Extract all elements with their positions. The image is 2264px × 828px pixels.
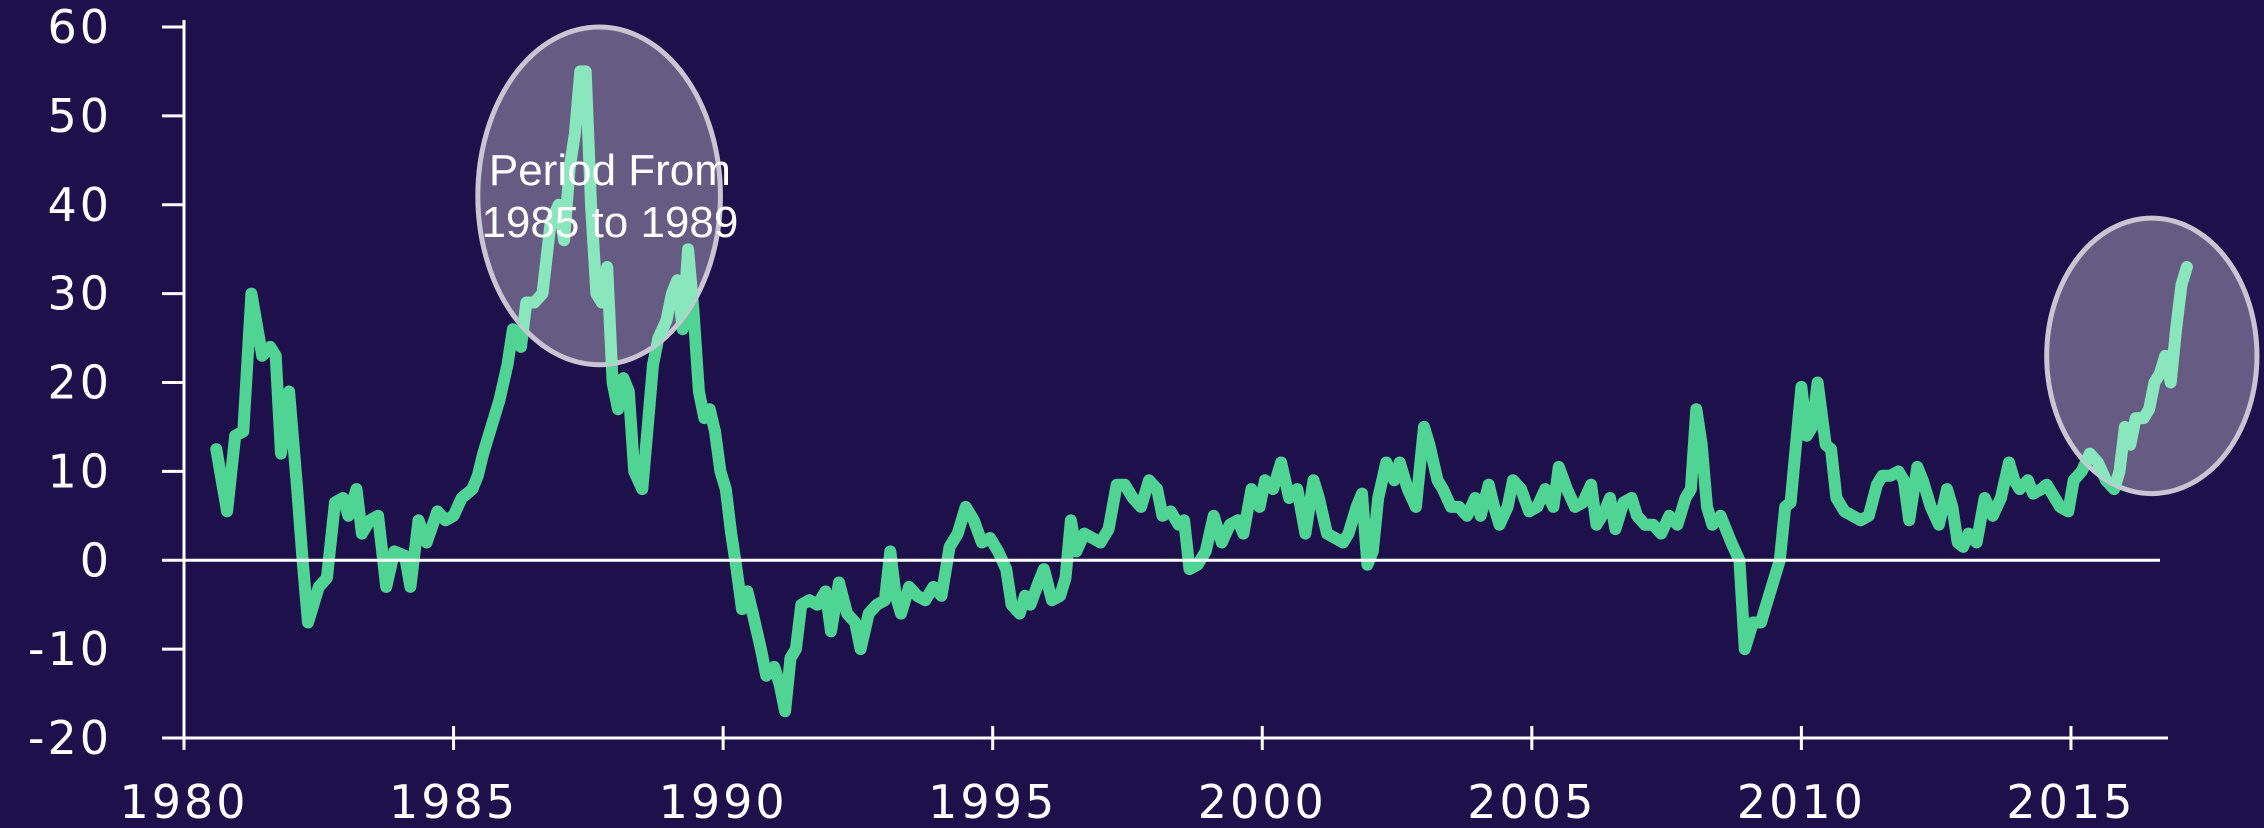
x-tick-label: 2010 [1737, 775, 1866, 828]
annotation-line-1: Period From [489, 146, 731, 195]
axes: -20 -10 0 10 20 30 40 50 60 1980 1985 1990 1995 2000 2… [28, 0, 2168, 828]
x-tick-label: 1995 [928, 775, 1057, 828]
x-tick-label: 1985 [389, 775, 518, 828]
annotation: Period From 1985 to 1989 [481, 146, 738, 247]
x-tick-label: 1980 [119, 775, 248, 828]
y-tick-label: 30 [47, 267, 112, 321]
x-tick-label: 2000 [1198, 775, 1327, 828]
y-tick-label: -20 [28, 711, 112, 765]
x-tick-label: 2015 [2006, 775, 2135, 828]
x-tick-label: 1990 [659, 775, 788, 828]
y-tick-label: 0 [80, 533, 112, 587]
y-tick-label: 50 [47, 89, 112, 143]
y-tick-label: 60 [47, 0, 112, 54]
x-tick-label: 2005 [1467, 775, 1596, 828]
highlighted-series-segment [477, 65, 721, 365]
series-lines [210, 24, 2260, 718]
y-tick-label: -10 [28, 622, 112, 676]
highlight-ellipse [2044, 215, 2260, 497]
annotation-line-2: 1985 to 1989 [481, 198, 738, 247]
y-tick-label: 20 [47, 356, 112, 410]
y-tick-label: 40 [47, 178, 112, 232]
y-tick-label: 10 [47, 444, 112, 498]
